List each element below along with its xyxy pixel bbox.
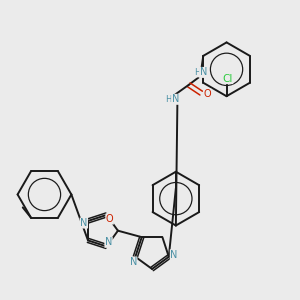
Text: N: N (170, 250, 178, 260)
Text: H: H (194, 68, 200, 77)
Text: H: H (165, 95, 171, 104)
Text: N: N (80, 218, 88, 228)
Text: N: N (200, 68, 207, 77)
Text: O: O (106, 214, 113, 224)
Text: Cl: Cl (222, 74, 233, 84)
Text: N: N (172, 94, 179, 104)
Text: O: O (204, 89, 211, 99)
Text: N: N (130, 257, 137, 267)
Text: N: N (105, 237, 112, 247)
